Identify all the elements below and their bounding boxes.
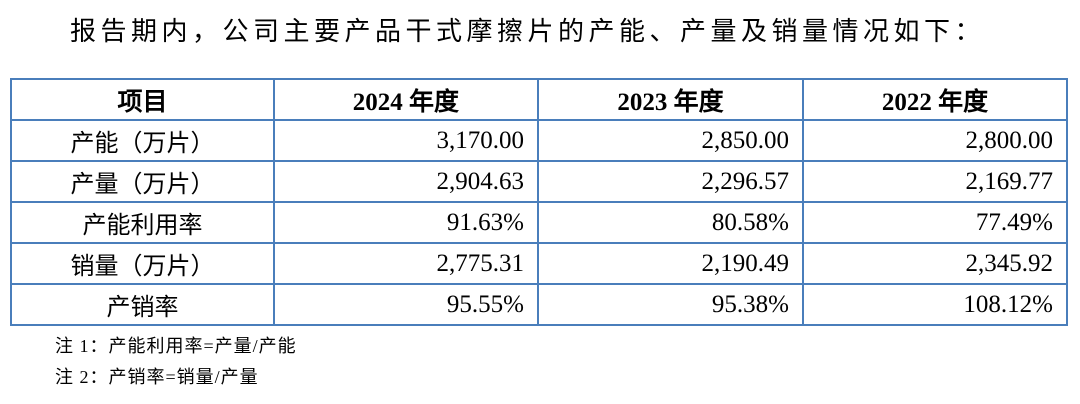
cell-value: 3,170.00 [272, 119, 539, 162]
cell-value: 91.63% [272, 201, 539, 244]
cell-value: 2,345.92 [801, 242, 1069, 285]
intro-paragraph: 报告期内，公司主要产品干式摩擦片的产能、产量及销量情况如下： [70, 17, 986, 46]
row-label: 产销率 [10, 283, 275, 326]
row-label: 销量（万片） [10, 242, 275, 285]
table-header-row: 项目 2024 年度 2023 年度 2022 年度 [10, 78, 1069, 121]
cell-value: 95.38% [536, 283, 804, 326]
table-row-output: 产量（万片） 2,904.63 2,296.57 2,169.77 [10, 160, 1069, 203]
cell-value: 2,190.49 [536, 242, 804, 285]
column-header-2023: 2023 年度 [536, 78, 804, 121]
column-header-item: 项目 [10, 78, 275, 121]
column-header-2024: 2024 年度 [272, 78, 539, 121]
cell-value: 2,850.00 [536, 119, 804, 162]
cell-value: 2,296.57 [536, 160, 804, 203]
table-row-sales-ratio: 产销率 95.55% 95.38% 108.12% [10, 283, 1069, 326]
cell-value: 108.12% [801, 283, 1069, 326]
column-header-2022: 2022 年度 [801, 78, 1069, 121]
footnotes: 注 1：产能利用率=产量/产能 注 2：产销率=销量/产量 [55, 335, 1080, 388]
table-row-utilization: 产能利用率 91.63% 80.58% 77.49% [10, 201, 1069, 244]
row-label: 产量（万片） [10, 160, 275, 203]
cell-value: 2,800.00 [801, 119, 1069, 162]
document-page: 报告期内，公司主要产品干式摩擦片的产能、产量及销量情况如下： 项目 2024 年… [0, 16, 1080, 404]
production-sales-table: 项目 2024 年度 2023 年度 2022 年度 产能（万片） 3,170.… [10, 78, 1069, 326]
row-label: 产能利用率 [10, 201, 275, 244]
cell-value: 2,904.63 [272, 160, 539, 203]
cell-value: 95.55% [272, 283, 539, 326]
cell-value: 2,169.77 [801, 160, 1069, 203]
row-label: 产能（万片） [10, 119, 275, 162]
cell-value: 77.49% [801, 201, 1069, 244]
footnote-1: 注 1：产能利用率=产量/产能 [55, 336, 297, 356]
table-row-sales-volume: 销量（万片） 2,775.31 2,190.49 2,345.92 [10, 242, 1069, 285]
table-row-capacity: 产能（万片） 3,170.00 2,850.00 2,800.00 [10, 119, 1069, 162]
cell-value: 80.58% [536, 201, 804, 244]
footnote-2: 注 2：产销率=销量/产量 [55, 367, 259, 387]
cell-value: 2,775.31 [272, 242, 539, 285]
